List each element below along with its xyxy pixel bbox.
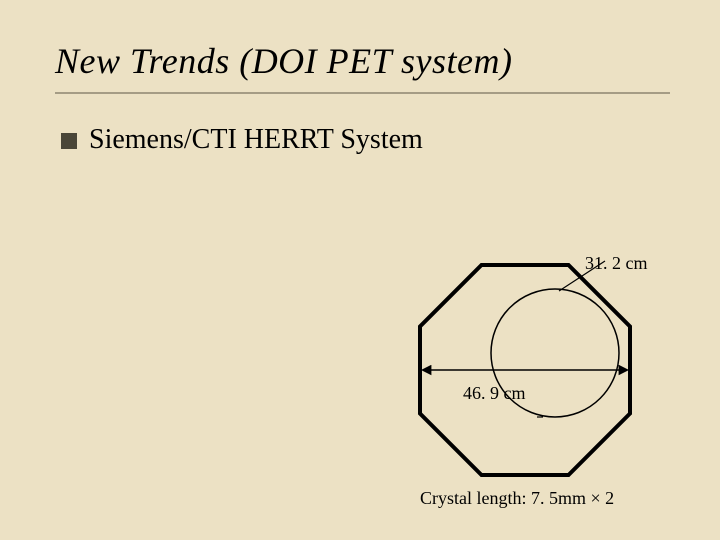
detector-diagram: 31. 2 cm 46. 9 cm: [395, 235, 675, 515]
inner-diameter-label: 31. 2 cm: [585, 253, 648, 274]
square-bullet-icon: [61, 133, 77, 149]
title-divider: [55, 92, 670, 94]
slide: New Trends (DOI PET system) Siemens/CTI …: [0, 0, 720, 540]
outer-diameter-label: 46. 9 cm: [463, 383, 526, 404]
slide-title: New Trends (DOI PET system): [55, 40, 670, 82]
crystal-caption: Crystal length: 7. 5mm × 2: [420, 488, 614, 509]
bullet-item: Siemens/CTI HERRT System: [61, 124, 670, 156]
bullet-text: Siemens/CTI HERRT System: [89, 124, 423, 156]
diagram-svg: [395, 235, 675, 515]
